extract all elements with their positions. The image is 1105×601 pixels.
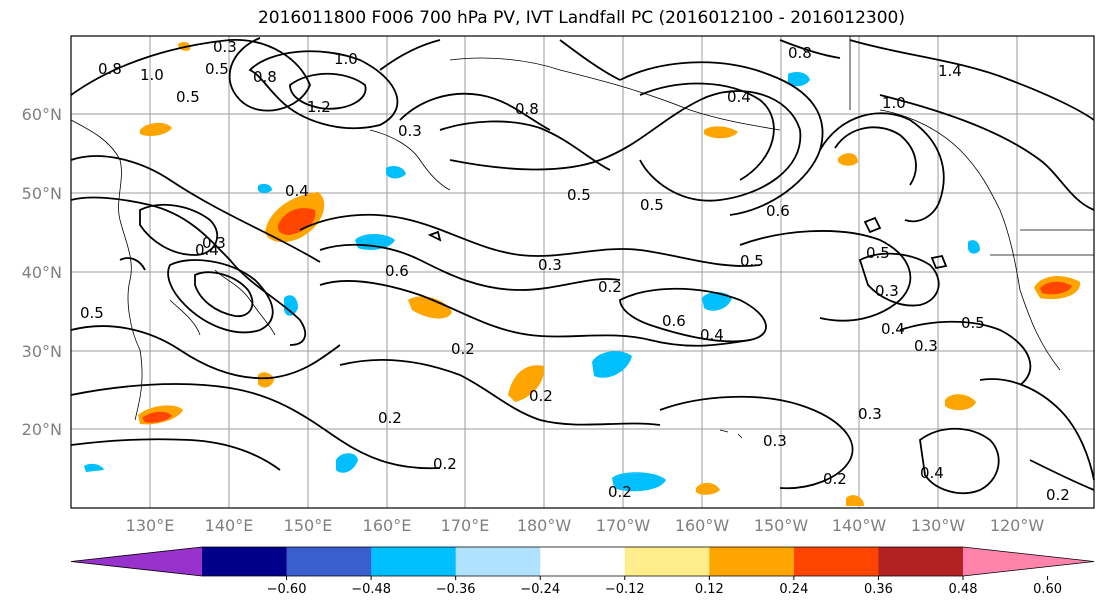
contour-label: 0.3 xyxy=(213,38,237,56)
contour-label: 0.5 xyxy=(640,196,664,214)
lat-label: 20°N xyxy=(22,420,62,439)
colorbar-outline xyxy=(70,546,1095,577)
colorbar-tick-label: 0.24 xyxy=(779,582,808,597)
contour-label: 0.3 xyxy=(858,405,882,423)
contour-label: 0.5 xyxy=(961,314,985,332)
gridlines xyxy=(71,36,1094,508)
colorbar: −0.60 −0.48 −0.36 −0.24 −0.12 0.12 0.24 0.36 0.4… xyxy=(70,546,1095,597)
contour-label: 0.3 xyxy=(763,432,787,450)
lon-label: 180°W xyxy=(517,516,572,535)
contour-label: 0.5 xyxy=(176,88,200,106)
colorbar-segment xyxy=(455,547,541,576)
colorbar-tick-label: −0.36 xyxy=(436,582,476,597)
colorbar-tick-label: 0.36 xyxy=(864,582,893,597)
contour-label: 0.6 xyxy=(662,312,686,330)
contour-label: 0.3 xyxy=(398,122,422,140)
contour-label: 0.8 xyxy=(515,100,539,118)
lat-label: 30°N xyxy=(22,342,62,361)
contour-label: 0.2 xyxy=(608,483,632,501)
colorbar-segment xyxy=(878,547,964,576)
lon-label: 170°W xyxy=(596,516,651,535)
colorbar-segment xyxy=(709,547,795,576)
contour-label: 0.8 xyxy=(788,44,812,62)
filled-anomalies xyxy=(84,42,1081,506)
contour-label: 1.4 xyxy=(938,62,962,80)
colorbar-tick-label: −0.24 xyxy=(520,582,560,597)
lon-label: 150°E xyxy=(284,516,333,535)
contour-label: 0.3 xyxy=(202,234,226,252)
colorbar-tick-label: 0.12 xyxy=(695,582,724,597)
contour-label: 0.3 xyxy=(914,337,938,355)
colorbar-segment xyxy=(371,547,457,576)
lon-label: 140°W xyxy=(832,516,887,535)
lon-label: 150°W xyxy=(754,516,809,535)
contour-label: 0.2 xyxy=(1046,486,1070,504)
colorbar-tick-label: −0.12 xyxy=(605,582,645,597)
colorbar-tick-label: −0.60 xyxy=(267,582,307,597)
lon-label: 120°W xyxy=(990,516,1045,535)
contour-label: 0.3 xyxy=(875,282,899,300)
contour-label: 0.3 xyxy=(538,256,562,274)
contour-label: 0.6 xyxy=(385,262,409,280)
contour-label: 0.2 xyxy=(529,387,553,405)
contour-label: 1.0 xyxy=(882,94,906,112)
colorbar-segment xyxy=(202,547,288,576)
coastlines xyxy=(70,36,1094,439)
colorbar-tick-label: 0.60 xyxy=(1033,582,1062,597)
lat-label: 60°N xyxy=(22,105,62,124)
colorbar-extension-min xyxy=(71,547,202,576)
contour-label: 0.2 xyxy=(433,455,457,473)
lon-label: 170°E xyxy=(441,516,490,535)
colorbar-segment xyxy=(540,547,626,576)
lat-label: 50°N xyxy=(22,184,62,203)
contour-label: 0.6 xyxy=(766,202,790,220)
latitude-labels: 60°N 50°N 40°N 30°N 20°N xyxy=(22,105,62,439)
contour-label: 0.8 xyxy=(253,68,277,86)
contour-label: 0.2 xyxy=(378,409,402,427)
contour-label: 0.8 xyxy=(98,60,122,78)
contour-label: 0.5 xyxy=(80,304,104,322)
lon-label: 140°E xyxy=(205,516,254,535)
contour-label: 1.0 xyxy=(140,66,164,84)
contour-label: 1.2 xyxy=(307,98,331,116)
contour-labels: 0.3 0.5 1.0 0.8 0.8 1.4 1.0 0.5 1.2 0.4 … xyxy=(80,38,1070,504)
contour-label: 0.2 xyxy=(451,340,475,358)
colorbar-extension-max xyxy=(963,547,1094,576)
lat-label: 40°N xyxy=(22,263,62,282)
contour-label: 0.5 xyxy=(740,252,764,270)
colorbar-segment xyxy=(793,547,879,576)
contour-label: 0.2 xyxy=(823,470,847,488)
contour-label: 0.4 xyxy=(727,88,751,106)
lon-label: 130°E xyxy=(126,516,175,535)
colorbar-segment xyxy=(624,547,710,576)
lon-label: 160°E xyxy=(363,516,412,535)
contour-label: 0.5 xyxy=(205,60,229,78)
contour-label: 0.4 xyxy=(195,241,219,259)
contour-label: 0.4 xyxy=(700,326,724,344)
colorbar-tick-label: 0.48 xyxy=(949,582,978,597)
contour-label: 1.0 xyxy=(334,50,358,68)
colorbar-segment xyxy=(286,547,372,576)
contour-label: 0.4 xyxy=(881,320,905,338)
contour-label: 0.4 xyxy=(285,182,309,200)
pv-contours xyxy=(70,37,1095,494)
contour-label: 0.5 xyxy=(567,186,591,204)
contour-label: 0.5 xyxy=(866,244,890,262)
contour-label: 0.2 xyxy=(598,278,622,296)
lon-label: 160°W xyxy=(675,516,730,535)
map-frame xyxy=(70,35,1095,509)
longitude-labels: 130°E 140°E 150°E 160°E 170°E 180°W 170°… xyxy=(126,516,1045,535)
lon-label: 130°W xyxy=(911,516,966,535)
map-title: 2016011800 F006 700 hPa PV, IVT Landfall… xyxy=(257,8,905,28)
contour-label: 0.4 xyxy=(920,464,944,482)
colorbar-tick-label: −0.48 xyxy=(351,582,391,597)
